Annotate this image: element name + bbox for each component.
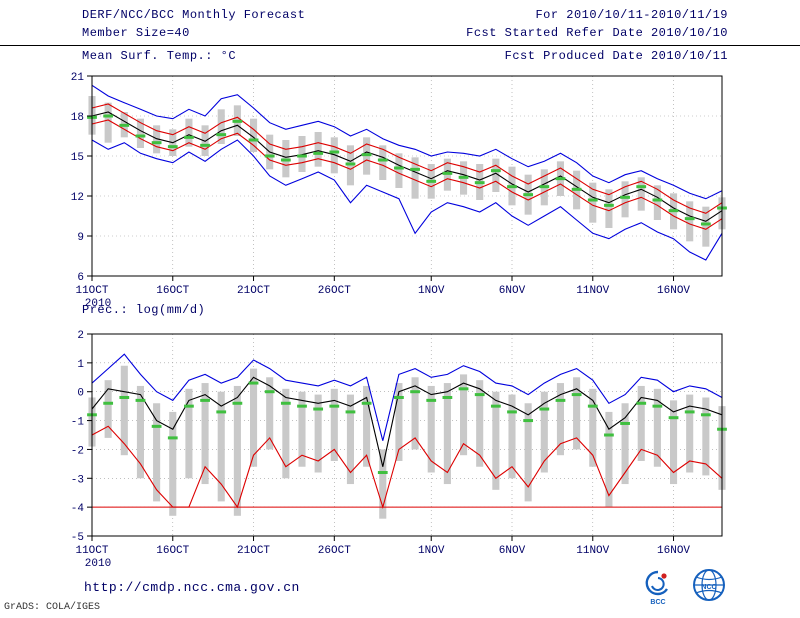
ncc-logo: NCC <box>693 569 725 601</box>
svg-text:2: 2 <box>77 330 84 342</box>
page-title: DERF/NCC/BCC Monthly Forecast <box>82 8 306 22</box>
svg-text:21OCT: 21OCT <box>237 545 270 557</box>
grads-credit: GrADS: COLA/IGES <box>4 602 101 613</box>
svg-text:18: 18 <box>71 112 84 124</box>
svg-text:2010: 2010 <box>85 558 111 570</box>
svg-text:-2: -2 <box>71 445 84 457</box>
svg-text:21: 21 <box>71 72 85 84</box>
svg-text:11OCT: 11OCT <box>75 285 108 297</box>
temperature-chart: 6 9 12 15 18 21 11OCT 16OCT 21OCT 26OCT 1NOV 6NOV 11… <box>71 72 727 310</box>
svg-text:-3: -3 <box>71 474 84 486</box>
svg-text:-4: -4 <box>71 503 85 515</box>
svg-text:11NOV: 11NOV <box>576 545 609 557</box>
svg-text:1NOV: 1NOV <box>418 285 445 297</box>
bcc-logo-text: BCC <box>650 599 665 606</box>
svg-text:12: 12 <box>71 192 84 204</box>
bcc-logo: BCC <box>645 570 669 606</box>
precip-panel-label: Prec.: log(mm/d) <box>82 303 206 317</box>
refer-date-label: Fcst Started Refer Date 2010/10/10 <box>466 26 728 40</box>
svg-text:6NOV: 6NOV <box>499 545 526 557</box>
member-size-label: Member Size=40 <box>82 26 190 40</box>
precip-chart: -5 -4 -3 -2 -1 0 1 2 11OCT 16OCT 21OCT 26OCT 1NOV 6NO… <box>71 330 727 570</box>
svg-text:21OCT: 21OCT <box>237 285 270 297</box>
svg-text:16NOV: 16NOV <box>657 545 690 557</box>
svg-text:11NOV: 11NOV <box>576 285 609 297</box>
svg-text:11OCT: 11OCT <box>75 545 108 557</box>
svg-text:15: 15 <box>71 152 84 164</box>
ncc-logo-text: NCC <box>701 584 716 591</box>
svg-text:1: 1 <box>77 359 84 371</box>
svg-text:6NOV: 6NOV <box>499 285 526 297</box>
svg-text:26OCT: 26OCT <box>318 285 351 297</box>
svg-text:2010: 2010 <box>85 298 111 310</box>
svg-text:6: 6 <box>77 272 84 284</box>
svg-text:16NOV: 16NOV <box>657 285 690 297</box>
produced-date-label: Fcst Produced Date 2010/10/11 <box>504 49 728 63</box>
svg-text:-5: -5 <box>71 532 84 544</box>
website-url: http://cmdp.ncc.cma.gov.cn <box>84 580 300 595</box>
svg-text:0: 0 <box>77 388 84 400</box>
svg-text:16OCT: 16OCT <box>156 285 189 297</box>
svg-text:-1: -1 <box>71 417 85 429</box>
svg-text:26OCT: 26OCT <box>318 545 351 557</box>
forecast-range-label: For 2010/10/11-2010/11/19 <box>535 8 728 22</box>
svg-text:9: 9 <box>77 232 84 244</box>
header-divider <box>0 45 800 46</box>
svg-text:16OCT: 16OCT <box>156 545 189 557</box>
svg-text:1NOV: 1NOV <box>418 545 445 557</box>
variable-label: Mean Surf. Temp.: °C <box>82 49 237 63</box>
